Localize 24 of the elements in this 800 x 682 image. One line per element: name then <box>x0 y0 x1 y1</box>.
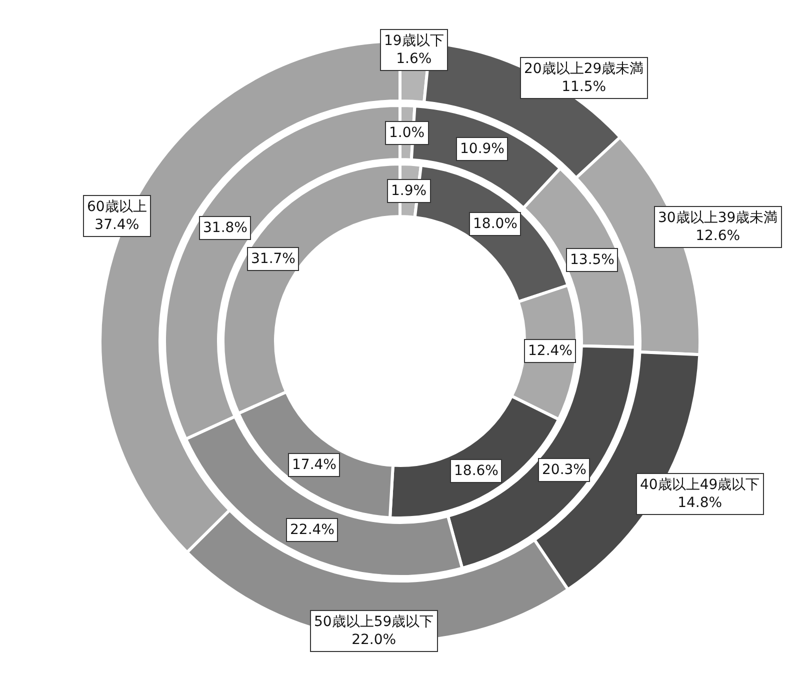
data-label: 31.8% <box>203 220 248 236</box>
data-label: 18.0% <box>473 216 518 232</box>
data-label: 22.4% <box>290 522 334 538</box>
slice-label: 50歳以上59歳以下 <box>314 614 434 630</box>
data-label: 31.7% <box>251 251 296 267</box>
data-label: 1.0% <box>389 125 425 141</box>
data-label: 13.5% <box>570 252 614 268</box>
data-label: 12.6% <box>696 228 740 244</box>
slice-label: 20歳以上29歳未満 <box>524 61 644 77</box>
data-label: 22.0% <box>352 632 396 648</box>
slice-label: 40歳以上49歳以下 <box>640 477 760 493</box>
data-label: 18.6% <box>454 463 498 479</box>
slice-label: 60歳以上 <box>87 199 147 215</box>
data-label: 11.5% <box>562 79 606 96</box>
data-label: 17.4% <box>292 457 336 473</box>
data-label: 37.4% <box>94 217 140 234</box>
data-label: 1.9% <box>391 183 427 199</box>
slice-label: 30歳以上39歳未満 <box>658 210 778 226</box>
data-label: 20.3% <box>542 462 586 478</box>
data-label: 10.9% <box>460 141 504 157</box>
slice-label: 19歳以下 <box>384 33 444 49</box>
data-label: 12.4% <box>528 343 572 359</box>
data-label: 1.6% <box>396 51 432 68</box>
data-label: 14.8% <box>678 495 722 512</box>
